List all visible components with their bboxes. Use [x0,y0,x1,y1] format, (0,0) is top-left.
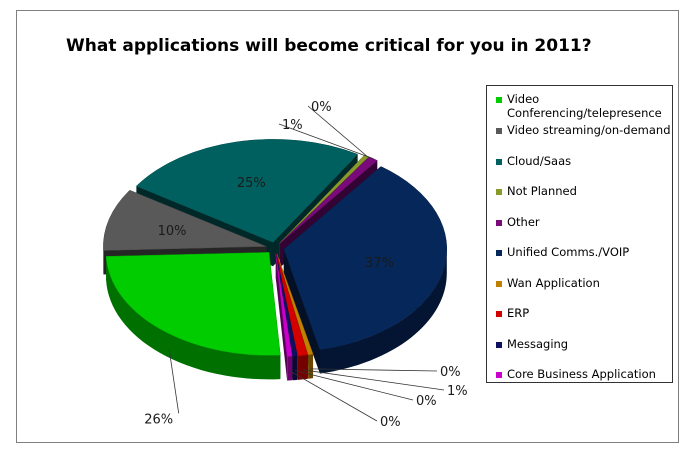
legend-label: ERP [507,306,530,320]
legend-item: Cloud/Saas [496,154,672,168]
legend-item: Core Business Application [496,367,672,381]
slice-5 [283,166,448,350]
data-label-7: 1% [447,384,468,399]
slice-8 [275,253,298,357]
legend: Video Conferencing/telepresence Video str… [486,85,673,383]
data-label-3: 0% [311,100,332,115]
slice-wall-9-1 [275,253,288,381]
legend-label: Not Planned [507,184,577,198]
slice-side-7-0 [297,354,308,380]
data-label-9: 0% [380,415,401,430]
slice-side-6-0 [308,354,314,379]
legend-item: Not Planned [496,184,672,198]
legend-label: Wan Application [507,275,600,290]
slice-0 [105,252,281,356]
slice-side-9-0 [287,356,293,381]
pie-tops [103,139,448,357]
data-label-2: 25% [237,176,266,191]
slice-side-8-0 [292,355,298,381]
legend-swatch [496,311,502,317]
data-label-4: 1% [282,118,303,133]
leader-line-0 [168,349,180,414]
chart-title: What applications will become critical f… [66,36,592,56]
leader-line-7 [302,369,445,391]
legend-swatch [496,158,502,165]
data-label-8: 0% [416,394,437,409]
legend-item: Unified Comms./VOIP [496,245,672,259]
slice-wall-5-1 [283,249,320,374]
legend-swatch [496,250,502,256]
slice-1 [103,189,267,251]
pie-labels: 26%10%25%0%1%37%0%1%0%0% [144,100,467,430]
legend-label: Video streaming/on-demand [507,123,671,137]
legend-swatch [496,219,502,226]
leader-line-9 [289,370,378,422]
legend-swatch [496,189,502,195]
data-label-6: 0% [440,365,461,380]
legend-swatch [496,97,502,103]
leader-line-4 [278,123,374,160]
legend-item: ERP [496,306,672,320]
data-label-0: 26% [144,412,173,427]
legend-item: Video Conferencing/telepresence [496,92,672,120]
data-label-1: 10% [158,224,187,239]
legend-label: Cloud/Saas [507,153,572,168]
data-label-5: 37% [365,256,394,271]
legend-swatch [496,372,502,378]
slice-7 [276,253,309,357]
slice-9 [275,253,293,357]
legend-swatch [496,341,502,348]
leader-line-8 [294,370,414,401]
legend-label: Unified Comms./VOIP [507,245,630,259]
legend-item: Video streaming/on-demand [496,123,672,137]
legend-item: Wan Application [496,276,672,290]
slice-side-0-0 [106,256,281,380]
leader-line-3 [307,105,367,157]
legend-swatch [496,280,502,287]
legend-label: Video Conferencing/telepresence [507,92,662,120]
legend-label: Other [507,214,540,229]
legend-swatch [496,128,502,134]
legend-label: Core Business Application [507,367,656,381]
legend-item: Messaging [496,337,672,351]
slice-6 [276,253,314,356]
leader-line-6 [310,368,438,372]
slice-side-5-0 [319,249,447,374]
legend-label: Messaging [507,336,569,351]
slice-2 [135,139,359,243]
legend-item: Other [496,215,672,229]
